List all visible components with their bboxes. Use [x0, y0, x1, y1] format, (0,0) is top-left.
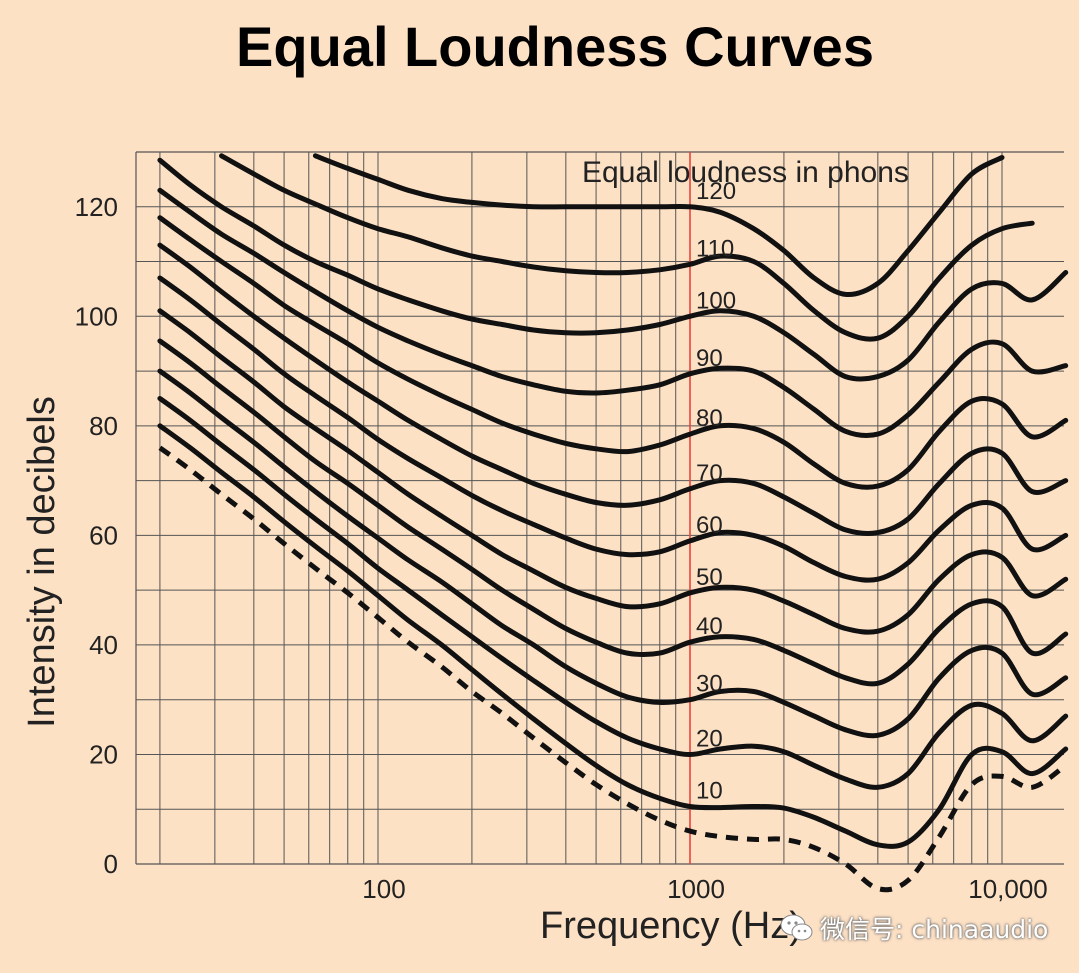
watermark: 微信号: chinaaudio: [780, 910, 1048, 946]
y-tick-label: 100: [75, 301, 118, 331]
curve-label-60: 60: [696, 512, 723, 539]
phon-curve-80: [157, 215, 1069, 490]
curve-label-40: 40: [696, 613, 723, 640]
curve-label-30: 30: [696, 671, 723, 698]
phon-curve-40: [157, 338, 1069, 687]
curve-label-80: 80: [696, 405, 723, 432]
phon-curve-110: [219, 153, 1035, 342]
curve-label-70: 70: [696, 460, 723, 487]
hearing-threshold-curve: [158, 445, 1068, 893]
phon-curve-30: [157, 368, 1069, 739]
phon-curve-70: [157, 242, 1069, 536]
curve-label-10: 10: [696, 777, 723, 804]
phon-curve-20: [157, 396, 1069, 790]
x-tick-label: 100: [362, 874, 405, 904]
y-tick-label: 80: [89, 411, 118, 441]
phon-curve-50: [157, 308, 1069, 635]
curve-label-120: 120: [696, 178, 736, 205]
phon-curve-10: [157, 423, 1069, 849]
curve-label-110: 110: [696, 235, 734, 262]
y-tick-label: 0: [104, 849, 118, 879]
x-axis-label: Frequency (Hz): [540, 905, 802, 947]
phon-curve-120: [312, 153, 1005, 297]
phon-curve-90: [157, 187, 1069, 438]
curve-label-90: 90: [696, 345, 723, 372]
y-axis-label: Intensity in decibels: [21, 396, 63, 728]
curve-label-50: 50: [696, 564, 723, 591]
y-tick-label: 120: [75, 192, 118, 222]
wechat-icon: [780, 914, 813, 941]
phon-curve-60: [157, 275, 1069, 583]
phon-curve-100: [157, 157, 1069, 382]
x-tick-label: 1000: [667, 874, 725, 904]
y-tick-label: 20: [89, 739, 118, 769]
curve-label-100: 100: [696, 287, 736, 314]
chart-subtitle: Equal loudness in phons: [582, 156, 909, 189]
curve-label-20: 20: [696, 725, 723, 752]
chart-title: Equal Loudness Curves: [236, 15, 874, 78]
y-tick-label: 40: [89, 630, 118, 660]
x-tick-label: 10,000: [968, 874, 1048, 904]
watermark-text: 微信号: chinaaudio: [820, 915, 1049, 944]
y-tick-label: 60: [89, 520, 118, 550]
